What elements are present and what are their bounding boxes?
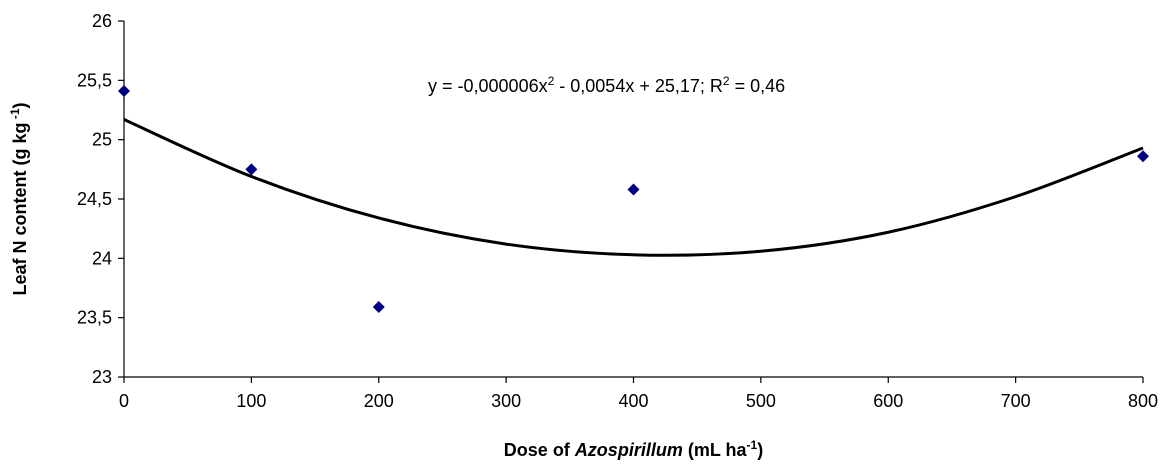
x-axis-label: Dose of Azospirillum (mL ha-1) bbox=[504, 438, 763, 460]
x-tick-label: 600 bbox=[873, 391, 903, 411]
data-point bbox=[118, 85, 130, 98]
x-axis-label-part: (mL ha bbox=[683, 440, 748, 460]
x-tick-label: 0 bbox=[119, 391, 129, 411]
y-tick-label: 23 bbox=[92, 367, 112, 387]
x-tick-label: 500 bbox=[746, 391, 776, 411]
y-axis-label-part: ) bbox=[10, 102, 30, 108]
x-tick-label: 100 bbox=[236, 391, 266, 411]
x-tick-label: 700 bbox=[1001, 391, 1031, 411]
y-tick-label: 25,5 bbox=[77, 70, 112, 90]
x-axis-label-part: Dose of bbox=[504, 440, 575, 460]
x-axis-label-part: Azospirillum bbox=[574, 440, 683, 460]
equation-part: 2 bbox=[548, 74, 555, 88]
trend-line bbox=[123, 118, 1144, 257]
data-point bbox=[627, 183, 640, 196]
y-axis-label: Leaf N content (g kg -1) bbox=[8, 102, 30, 295]
y-tick-label: 26 bbox=[92, 11, 112, 31]
equation-part: = 0,46 bbox=[730, 76, 786, 96]
equation-part: 2 bbox=[723, 74, 730, 88]
x-tick-label: 400 bbox=[618, 391, 648, 411]
equation-part: - 0,0054x + 25,17; R bbox=[554, 76, 723, 96]
x-tick-label: 300 bbox=[491, 391, 521, 411]
data-point bbox=[1137, 150, 1149, 163]
data-point bbox=[372, 300, 385, 313]
x-axis-label-part: -1 bbox=[747, 438, 758, 452]
equation: y = -0,000006x2 - 0,0054x + 25,17; R2 = … bbox=[428, 74, 785, 96]
x-axis-label-part: ) bbox=[757, 440, 763, 460]
equation-part: y = -0,000006x bbox=[428, 76, 548, 96]
y-axis-label-part: -1 bbox=[8, 108, 22, 122]
y-tick-label: 24,5 bbox=[77, 189, 112, 209]
y-tick-label: 24 bbox=[92, 248, 112, 268]
y-axis-label-part: Leaf N content (g kg bbox=[10, 123, 30, 296]
y-tick-label: 23,5 bbox=[77, 308, 112, 328]
data-point bbox=[245, 163, 258, 176]
y-tick-label: 25 bbox=[92, 130, 112, 150]
x-tick-label: 200 bbox=[364, 391, 394, 411]
x-tick-label: 800 bbox=[1128, 391, 1158, 411]
